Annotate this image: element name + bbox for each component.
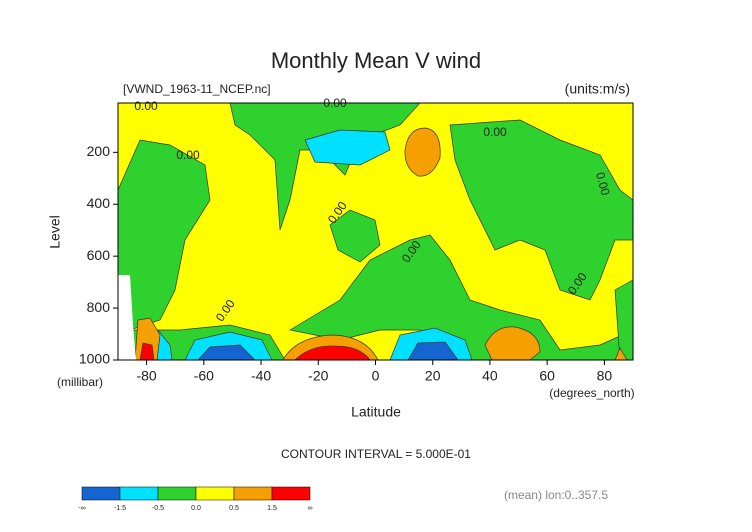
colorbar-label: -0.5 (152, 505, 164, 512)
colorbar-swatch (157, 486, 197, 501)
x-tick-label: -40 (251, 368, 271, 384)
x-tick-label: -20 (308, 368, 328, 384)
colorbar-label: 0.0 (191, 505, 201, 512)
chart-title: Monthly Mean V wind (271, 48, 481, 73)
x-tick-label: 0 (372, 368, 380, 384)
x-tick-label: -60 (194, 368, 214, 384)
contour-fill (117, 102, 634, 361)
x-tick-label: 40 (482, 368, 498, 384)
y-axis-unit: (millibar) (57, 375, 103, 389)
y-tick-label: 200 (87, 143, 111, 159)
subtitle-left: [VWND_1963-11_NCEP.nc] (123, 82, 271, 96)
colorbar-swatch (119, 486, 159, 501)
y-axis-label: Level (47, 215, 63, 248)
colorbar: -∞ -1.5 -0.5 0.0 0.5 1.5 ∞ (78, 486, 313, 512)
x-axis-label: Latitude (351, 404, 401, 420)
footnote: (mean) lon:0..357.5 (504, 488, 608, 502)
colorbar-swatch (233, 486, 273, 501)
colorbar-label: 0.5 (229, 505, 239, 512)
contour-label: 0.00 (176, 148, 200, 162)
y-tick-label: 400 (87, 195, 111, 211)
x-tick-label: 80 (597, 368, 613, 384)
x-axis-unit: (degrees_north) (549, 386, 634, 400)
x-tick-label: 60 (539, 368, 555, 384)
contour-label: 0.00 (134, 99, 158, 113)
contour-interval: CONTOUR INTERVAL = 5.000E-01 (281, 447, 471, 461)
colorbar-label: -1.5 (114, 505, 126, 512)
colorbar-swatch (195, 486, 235, 501)
colorbar-label: 1.5 (267, 505, 277, 512)
y-tick-label: 600 (87, 247, 111, 263)
colorbar-swatch (81, 486, 121, 501)
y-tick-label: 800 (87, 299, 111, 315)
colorbar-swatch (271, 486, 311, 501)
colorbar-label: -∞ (78, 505, 85, 512)
contour-label: 0.00 (593, 171, 613, 197)
contour-label: 0.00 (483, 125, 507, 139)
subtitle-right: (units:m/s) (565, 81, 630, 97)
colorbar-label: ∞ (308, 505, 313, 512)
y-tick-label: 1000 (79, 351, 110, 367)
x-tick-label: 20 (425, 368, 441, 384)
x-tick-label: -80 (136, 368, 156, 384)
